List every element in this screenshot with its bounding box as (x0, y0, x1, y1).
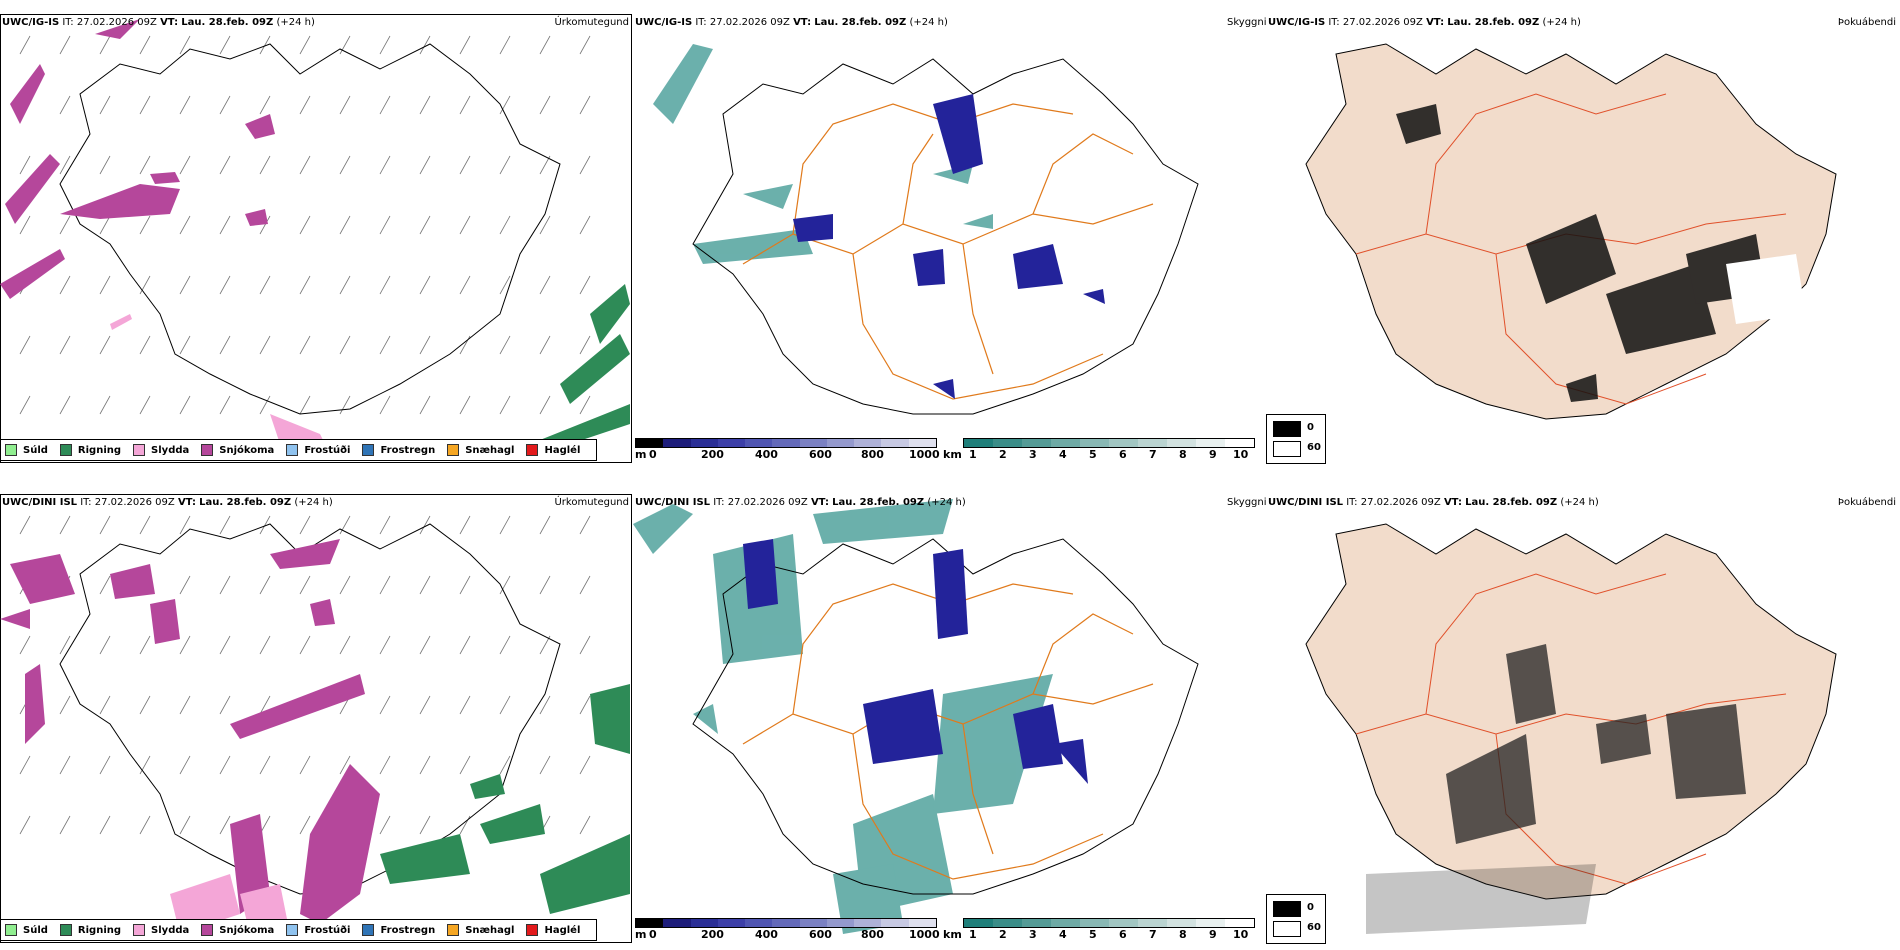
row2-precip-panel: UWC/DINI ISL IT: 27.02.2026 09Z VT: Lau.… (0, 494, 633, 944)
rain-areas (380, 684, 630, 914)
row2-fog-panel: UWC/DINI ISL IT: 27.02.2026 09Z VT: Lau.… (1266, 494, 1900, 944)
row1-fog-header: UWC/IG-IS IT: 27.02.2026 09Z VT: Lau. 28… (1268, 17, 1581, 28)
row2-visibility-header: UWC/DINI ISL IT: 27.02.2026 09Z VT: Lau.… (635, 497, 966, 508)
row2-visibility-panel: UWC/DINI ISL IT: 27.02.2026 09Z VT: Lau.… (633, 494, 1266, 944)
row1-fog-key: 0 60 (1266, 414, 1326, 464)
row1-fog-title: Þokuábendi (1837, 17, 1896, 28)
row2-precip-title: Úrkomutegund (554, 497, 629, 508)
iceland-outline (692, 538, 1199, 895)
wind-barbs (19, 515, 591, 835)
row2-precip-header: UWC/DINI ISL IT: 27.02.2026 09Z VT: Lau.… (2, 497, 333, 508)
cloud-base-areas (743, 539, 1088, 784)
row1-precip-legend: Súld Rigning Slydda Snjókoma Frostúði Fr… (0, 439, 598, 461)
legend-item: Haglél (526, 444, 580, 456)
cloud-base-areas (793, 94, 1105, 399)
iceland-outline (692, 58, 1199, 415)
legend-item: Snæhagl (447, 924, 514, 936)
legend-item: Slydda (133, 924, 189, 936)
row1-visibility-title: Skyggni (1227, 17, 1266, 28)
row2-fog-header: UWC/DINI ISL IT: 27.02.2026 09Z VT: Lau.… (1268, 497, 1599, 508)
legend-item: Súld (5, 924, 48, 936)
legend-item: Snjókoma (201, 924, 274, 936)
row2-fog-title: Þokuábendi (1837, 497, 1896, 508)
row2-precip-map (0, 494, 632, 943)
row1-precip-map (0, 14, 632, 463)
row1-fog-panel: UWC/IG-IS IT: 27.02.2026 09Z VT: Lau. 28… (1266, 14, 1900, 464)
legend-item: Frostúði (286, 924, 350, 936)
row2-precip-legend: Súld Rigning Slydda Snjókoma Frostúði Fr… (0, 919, 598, 941)
iceland-outline (59, 523, 561, 895)
row1-visibility-header: UWC/IG-IS IT: 27.02.2026 09Z VT: Lau. 28… (635, 17, 948, 28)
legend-item: Súld (5, 444, 48, 456)
fog-white-area (1726, 254, 1806, 324)
fog-areas (1396, 104, 1766, 402)
wind-barbs (19, 35, 591, 415)
row1-precip-title: Úrkomutegund (554, 17, 629, 28)
legend-item: Frostúði (286, 444, 350, 456)
row2-visibility-title: Skyggni (1227, 497, 1266, 508)
row1-precip-panel: UWC/IG-IS IT: 27.02.2026 09Z VT: Lau. 28… (0, 14, 633, 464)
row2-fog-map (1305, 523, 1837, 934)
iceland-land (1305, 523, 1837, 900)
row2-fog-key: 0 60 (1266, 894, 1326, 944)
low-visibility-areas (633, 499, 1053, 934)
snow-areas (0, 539, 380, 924)
legend-item: Haglél (526, 924, 580, 936)
fog-areas (1366, 644, 1746, 934)
legend-item: Frostregn (362, 444, 435, 456)
legend-item: Slydda (133, 444, 189, 456)
road-network (742, 103, 1154, 400)
iceland-outline (59, 43, 561, 415)
legend-item: Rigning (59, 444, 121, 456)
legend-item: Snæhagl (447, 444, 514, 456)
legend-item: Rigning (59, 924, 121, 936)
row1-visibility-map (653, 44, 1199, 415)
row1-precip-header: UWC/IG-IS IT: 27.02.2026 09Z VT: Lau. 28… (2, 17, 315, 28)
row2-visibility-map (633, 499, 1199, 934)
snow-areas (0, 19, 275, 299)
row1-visibility-panel: UWC/IG-IS IT: 27.02.2026 09Z VT: Lau. 28… (633, 14, 1266, 464)
legend-item: Snjókoma (201, 444, 274, 456)
legend-item: Frostregn (362, 924, 435, 936)
row1-fog-map (1305, 43, 1837, 420)
